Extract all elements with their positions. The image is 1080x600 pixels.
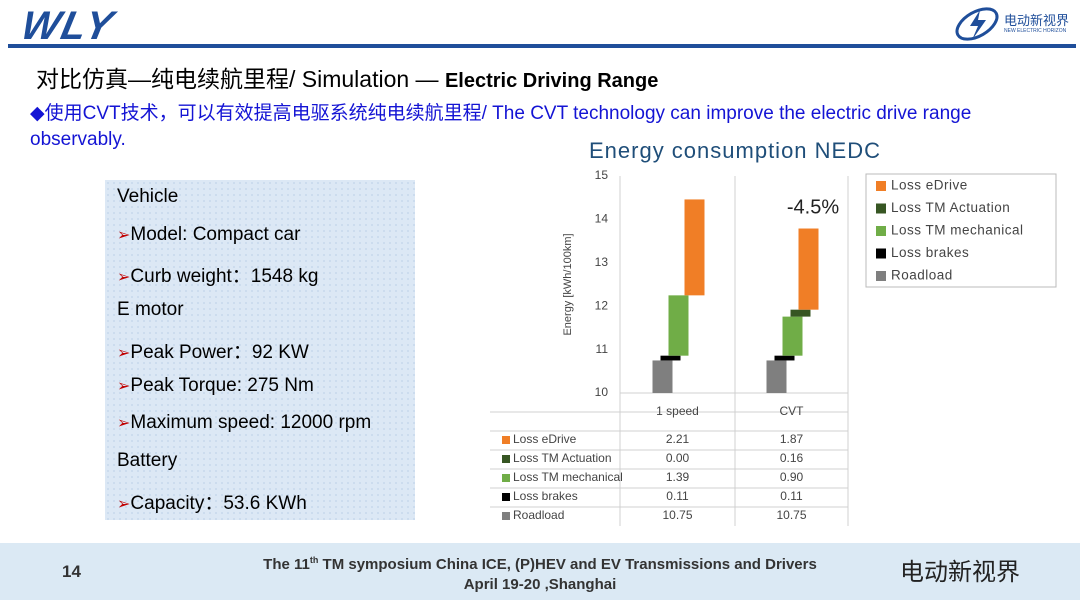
spec-line: ➢Peak Power：92 KW: [117, 337, 309, 364]
spec-line: ➢Model: Compact car: [117, 224, 300, 246]
legend-swatch: [876, 226, 886, 236]
title-bold: Electric Driving Range: [444, 70, 659, 92]
bullet: ➢: [117, 269, 131, 287]
conf-date: April 19-20 ,Shanghai: [463, 576, 617, 593]
annotation: -4.5%: [787, 196, 839, 218]
legend-label: Loss brakes: [891, 245, 969, 260]
spec-line: E motor: [117, 299, 184, 321]
table-value: 1.87: [780, 432, 804, 446]
table-value: 0.11: [780, 489, 803, 503]
footer: [0, 543, 1080, 600]
table-value: 0.90: [780, 470, 804, 484]
brand-sub: NEW ELECTRIC HORIZON: [1004, 28, 1067, 34]
bar-segment: [684, 199, 705, 296]
lead: ◆使用CVT技术，可以有效提高电驱系统纯电续航里程/ The CVT techn…: [30, 103, 972, 150]
table-value: 0.11: [666, 489, 689, 503]
y-axis-label: Energy [kWh/100km]: [562, 233, 574, 335]
table-swatch: [502, 455, 510, 463]
bullet: ➢: [117, 415, 131, 433]
conf-sup: th: [309, 555, 319, 565]
bar-segment: [668, 295, 689, 356]
slide-title: 对比仿真—纯电续航里程/ Simulation — Electric Drivi…: [36, 60, 658, 94]
bar-segment: [774, 355, 795, 361]
spec-text: Peak Torque: 275 Nm: [130, 374, 314, 396]
conf-b: TM symposium China ICE, (P)HEV and EV Tr…: [318, 556, 817, 573]
conf-a: The 11: [263, 556, 310, 573]
chart: Energy consumption NEDC Energy [kWh/100km…: [490, 138, 1057, 526]
legend-swatch: [876, 271, 886, 281]
bar-segment: [652, 360, 673, 393]
spec-line: Battery: [117, 450, 177, 472]
legend-swatch: [876, 203, 886, 214]
bar-segment: [798, 228, 819, 310]
x-tick-label: CVT: [780, 404, 805, 418]
watermark: 电动新视界: [900, 559, 1020, 586]
spec-line: ➢Curb weight：1548 kg: [117, 261, 318, 288]
spec-text: Maximum speed: 12000 rpm: [130, 412, 372, 434]
table-row-label: Loss TM mechanical: [513, 470, 623, 484]
legend-box: [865, 173, 1057, 288]
y-tick-label: 10: [595, 385, 609, 399]
title-text: 对比仿真—纯电续航里程/ Simulation —: [36, 66, 445, 92]
bullet: ➢: [117, 495, 131, 513]
table-value: 2.21: [666, 432, 690, 446]
table-row-label: Roadload: [513, 508, 564, 522]
brand-icon: [955, 7, 999, 41]
rule: [8, 44, 1076, 48]
bar-segment: [766, 360, 787, 393]
legend-swatch: [876, 181, 886, 191]
spec-line: ➢Maximum speed: 12000 rpm: [117, 412, 371, 434]
brand: 电动新视界: [1004, 13, 1070, 28]
table-swatch: [502, 493, 510, 501]
spec-text: E motor: [117, 299, 184, 321]
spec-text: Curb weight：1548 kg: [130, 266, 319, 288]
y-tick-label: 15: [595, 168, 609, 182]
page-number: 14: [62, 562, 81, 581]
spec-text: Model: Compact car: [130, 223, 301, 245]
legend-label: Roadload: [891, 268, 953, 283]
bar-segment: [790, 309, 811, 317]
y-tick-label: 13: [595, 255, 609, 269]
y-tick-label: 12: [595, 298, 609, 312]
bullet: ➢: [117, 226, 131, 244]
bar-segment: [782, 316, 803, 356]
spec-line: ➢Peak Torque: 275 Nm: [117, 375, 314, 397]
legend-label: Loss TM Actuation: [891, 200, 1010, 215]
table-value: 0.16: [780, 451, 804, 465]
spec-text: Vehicle: [117, 186, 179, 207]
x-tick-label: 1 speed: [656, 404, 699, 418]
table-swatch: [502, 474, 510, 482]
legend-swatch: [876, 248, 886, 259]
bullet: ➢: [117, 344, 131, 362]
spec-text: Capacity：53.6 KWh: [130, 492, 307, 514]
conference: The 11th TM symposium China ICE, (P)HEV …: [230, 550, 850, 595]
y-tick-label: 11: [596, 342, 609, 356]
spec-line: ➢Capacity：53.6 KWh: [117, 488, 307, 515]
bar-segment: [660, 355, 681, 361]
table-row-label: Loss eDrive: [513, 432, 577, 446]
chart-title: Energy consumption NEDC: [589, 138, 881, 163]
table-swatch: [502, 436, 510, 444]
bullet: ➢: [117, 377, 131, 395]
spec-text: Battery: [117, 449, 178, 471]
table-value: 10.75: [776, 508, 806, 522]
table-row-label: Loss brakes: [513, 489, 578, 503]
legend-label: Loss TM mechanical: [891, 223, 1024, 238]
table-value: 10.75: [662, 508, 692, 522]
table-value: 1.39: [666, 470, 690, 484]
spec-line: Vehicle: [117, 186, 178, 208]
table-value: 0.00: [666, 451, 690, 465]
logo: WLY: [17, 4, 119, 48]
y-tick-label: 14: [595, 212, 609, 226]
table-swatch: [502, 512, 510, 520]
legend-label: Loss eDrive: [891, 178, 968, 193]
spec-box: Vehicle ➢Model: Compact car ➢Curb weight：1…: [105, 180, 415, 520]
spec-text: Peak Power：92 KW: [130, 341, 309, 363]
table-row-label: Loss TM Actuation: [513, 451, 612, 465]
